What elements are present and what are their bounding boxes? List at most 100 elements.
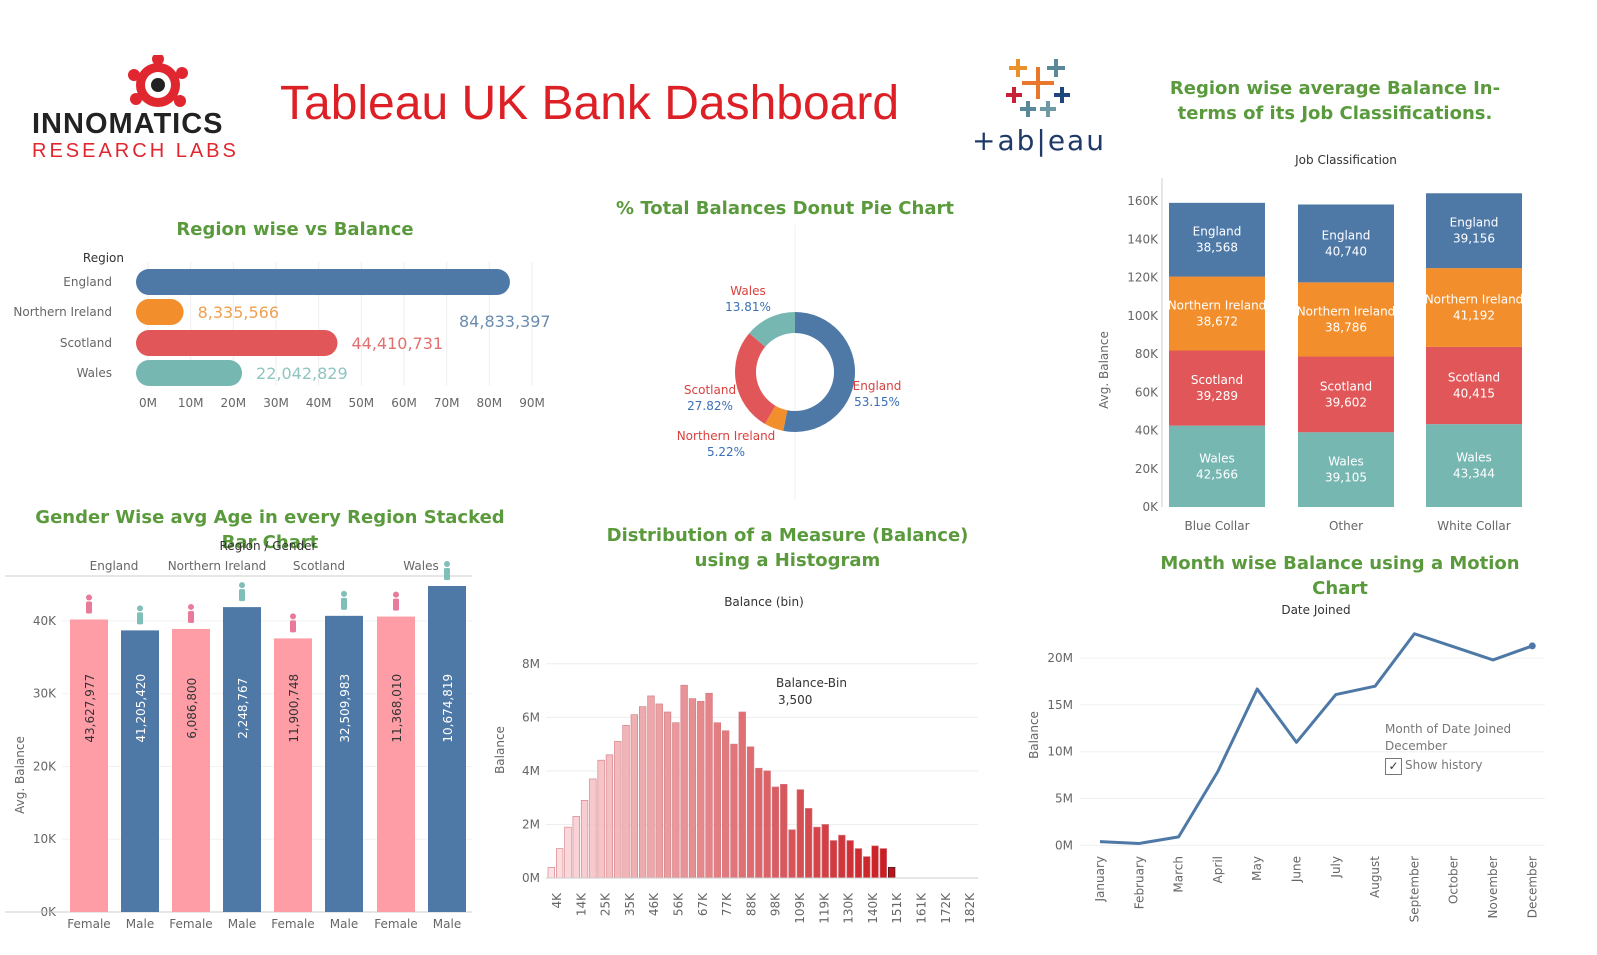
person-icon-body — [341, 597, 347, 610]
gender-y-tick: 20K — [33, 759, 57, 773]
histogram-bar — [614, 741, 622, 879]
histogram-bar — [705, 692, 713, 879]
gender-bar-label: 32,509,983 — [338, 674, 352, 743]
innomatics-logo-mark — [128, 55, 188, 107]
donut-slice — [764, 405, 788, 431]
gender-bar — [274, 638, 312, 912]
histogram-x-tick: 88K — [744, 892, 758, 916]
donut-title: % Total Balances Donut Pie Chart — [616, 198, 954, 219]
region-label: Scotland — [60, 336, 112, 350]
job-class-segment-name: England — [1322, 228, 1371, 242]
gender-title: Gender Wise avg Age in every Region Stac… — [35, 507, 505, 553]
histogram-bar — [572, 816, 580, 879]
histogram-bar — [597, 759, 605, 879]
month-y-tick: 0M — [1055, 838, 1073, 852]
month-y-tick: 15M — [1047, 698, 1073, 712]
region-bar — [136, 360, 243, 386]
gender-bar — [377, 616, 415, 912]
show-history-checkbox[interactable]: ✓ — [1385, 758, 1402, 775]
person-icon-body — [86, 601, 92, 614]
month-x-tick: March — [1172, 856, 1186, 893]
region-x-tick: 80M — [477, 396, 503, 410]
job-class-bar-segment — [1298, 432, 1394, 507]
histogram-x-tick: 109K — [793, 892, 807, 924]
histogram-bar — [738, 711, 746, 879]
histogram-x-tick: 56K — [672, 892, 686, 916]
histogram-x-tick: 46K — [647, 892, 661, 916]
job-class-segment-name: Wales — [1328, 455, 1363, 469]
job-class-bar-segment — [1426, 346, 1522, 425]
gender-x-tick: Female — [169, 917, 212, 931]
gender-bar-label: 10,674,819 — [441, 674, 455, 743]
gender-chart: England Northern Ireland Scotland Wales Avg.… — [5, 559, 472, 931]
month-x-tick: August — [1368, 856, 1382, 898]
histogram-bar — [838, 834, 846, 879]
histogram-bar — [846, 840, 854, 879]
region-value-label: 8,335,566 — [198, 303, 279, 322]
job-class-segment-value: 40,740 — [1325, 244, 1367, 258]
region-label: Wales — [77, 366, 112, 380]
job-class-bar-segment — [1426, 193, 1522, 269]
job-class-y-tick: 120K — [1127, 271, 1159, 285]
donut-chart: England 53.15% Northern Ireland 5.22% Scotla… — [677, 225, 902, 500]
histogram-y-tick: 8M — [522, 657, 540, 671]
histogram-bar — [630, 714, 638, 879]
histogram-x-tick: 161K — [915, 892, 929, 924]
histogram-bar — [547, 866, 555, 879]
gender-bar-label: 11,900,748 — [287, 674, 301, 743]
gender-bar — [172, 628, 210, 912]
job-class-segment-name: England — [1450, 216, 1499, 230]
donut-slice-pct: 27.82% — [687, 399, 733, 413]
job-class-x-tick: Blue Collar — [1184, 519, 1249, 533]
innomatics-logo — [30, 55, 245, 165]
donut-slice-name: Wales — [730, 284, 765, 298]
region-value-label: 22,042,829 — [256, 364, 348, 383]
histogram-bar — [580, 800, 589, 879]
month-line-chart[interactable]: Balance 0M 5M 10M 15M 20M January February March… — [1020, 620, 1550, 930]
month-x-tick: June — [1290, 856, 1304, 883]
region-label: Northern Ireland — [13, 305, 112, 319]
histogram-x-tick: 140K — [866, 892, 880, 924]
region-bar — [136, 269, 510, 295]
person-icon-body — [393, 598, 399, 611]
histogram-bar — [589, 778, 597, 879]
gender-bar — [325, 615, 363, 912]
logo-text-research-labs: RESEARCH LABS — [32, 140, 239, 162]
donut-slice-pct: 53.15% — [854, 395, 900, 409]
histogram-bar — [722, 730, 730, 879]
histogram-bar — [680, 684, 688, 879]
gender-bar — [223, 607, 261, 912]
gender-bar — [70, 619, 108, 912]
histogram-x-tick: 172K — [939, 892, 953, 924]
region-label: England — [63, 275, 112, 289]
job-class-segment-value: 39,602 — [1325, 395, 1367, 409]
month-x-tick: May — [1250, 856, 1264, 881]
month-x-tick: February — [1132, 856, 1146, 909]
histogram-bar — [780, 783, 788, 879]
region-value-label: 44,410,731 — [351, 334, 443, 353]
histogram-tooltip-value: 3,500 — [778, 693, 812, 707]
gender-x-tick: Male — [433, 917, 461, 931]
histogram-x-tick: 151K — [890, 892, 904, 924]
month-y-tick: 5M — [1055, 792, 1073, 806]
job-class-segment-name: England — [1193, 225, 1242, 239]
donut-slice-name: England — [853, 379, 902, 393]
month-balance-line — [1099, 632, 1533, 845]
job-class-segment-name: Scotland — [1191, 373, 1243, 387]
histogram-x-tick: 77K — [720, 892, 734, 916]
male-person-icon — [239, 582, 245, 589]
gender-bar — [428, 586, 466, 912]
histogram-bar — [622, 725, 630, 879]
histogram-bar — [564, 826, 572, 879]
histogram-bar — [647, 695, 655, 879]
job-class-segment-value: 39,156 — [1453, 232, 1495, 246]
gender-region-header: England — [90, 559, 139, 573]
gender-x-tick: Female — [374, 917, 417, 931]
gender-region-header: Northern Ireland — [168, 559, 267, 573]
job-class-segment-name: Northern Ireland — [1168, 299, 1267, 313]
histogram-x-tick: 25K — [599, 892, 613, 916]
person-icon-body — [188, 610, 194, 623]
job-class-title: Region wise average Balance In-terms of … — [1169, 78, 1501, 124]
month-current-point — [1528, 642, 1536, 650]
job-class-segment-value: 39,289 — [1196, 389, 1238, 403]
